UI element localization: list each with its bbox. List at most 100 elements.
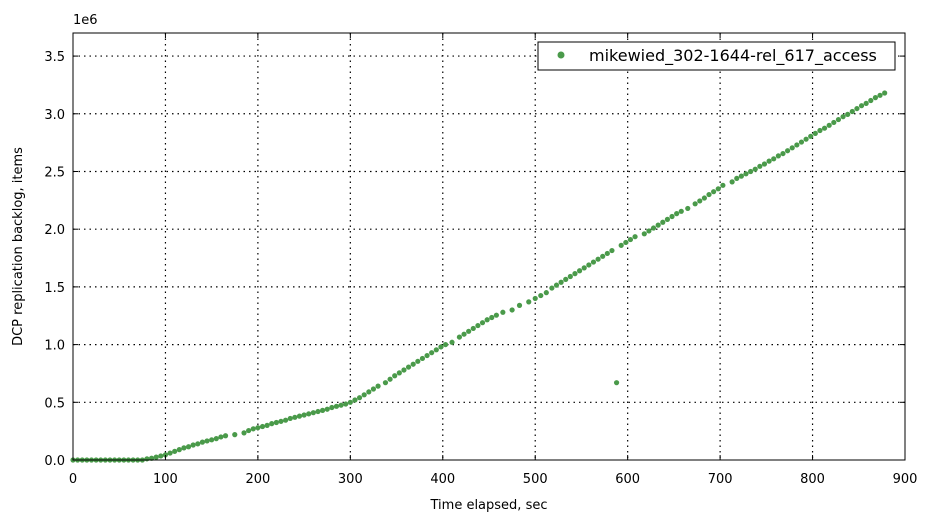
data-point bbox=[854, 105, 860, 112]
y-tick-label: 0.5 bbox=[44, 396, 65, 411]
data-point bbox=[558, 279, 564, 285]
data-point bbox=[475, 322, 481, 329]
data-point bbox=[761, 161, 768, 167]
legend-marker bbox=[557, 51, 565, 59]
data-point bbox=[821, 125, 828, 131]
data-point bbox=[600, 253, 606, 259]
data-point bbox=[715, 186, 721, 192]
data-point bbox=[190, 442, 196, 448]
data-point bbox=[315, 408, 321, 415]
data-point bbox=[650, 225, 657, 231]
data-point bbox=[324, 406, 330, 412]
legend-label: mikewied_302-1644-rel_617_access bbox=[589, 46, 877, 66]
data-point bbox=[613, 380, 620, 386]
data-point bbox=[812, 130, 818, 137]
data-point bbox=[241, 430, 247, 436]
data-point bbox=[845, 111, 851, 117]
data-point bbox=[526, 299, 532, 305]
data-point bbox=[405, 364, 412, 370]
data-point bbox=[563, 276, 569, 282]
data-point bbox=[808, 133, 814, 139]
data-point bbox=[433, 347, 439, 353]
data-point bbox=[609, 247, 615, 254]
y-tick-label: 3.5 bbox=[44, 50, 65, 65]
data-point bbox=[456, 334, 463, 340]
data-point bbox=[352, 397, 358, 403]
data-point bbox=[692, 201, 698, 207]
data-point bbox=[296, 413, 303, 419]
data-point bbox=[664, 216, 671, 222]
data-point bbox=[343, 401, 349, 407]
data-point bbox=[204, 438, 210, 444]
data-point bbox=[817, 127, 823, 134]
data-point bbox=[720, 182, 726, 188]
data-point bbox=[493, 312, 499, 318]
data-point bbox=[863, 100, 869, 106]
x-tick-label: 600 bbox=[615, 472, 640, 487]
data-point bbox=[185, 444, 192, 450]
data-point bbox=[604, 250, 610, 257]
data-point bbox=[595, 256, 601, 262]
data-point bbox=[500, 309, 506, 315]
data-point bbox=[729, 179, 735, 185]
y-tick-label: 1.5 bbox=[44, 281, 65, 296]
data-point bbox=[396, 370, 402, 376]
data-point bbox=[283, 417, 289, 423]
data-point bbox=[538, 292, 544, 299]
data-point bbox=[734, 175, 740, 182]
data-point bbox=[167, 450, 173, 456]
data-point bbox=[581, 265, 587, 271]
data-point bbox=[831, 119, 837, 126]
data-point bbox=[144, 456, 150, 462]
data-point bbox=[674, 211, 680, 217]
data-point bbox=[586, 262, 592, 268]
data-point bbox=[419, 355, 426, 362]
data-point bbox=[798, 139, 805, 145]
data-point bbox=[858, 103, 865, 109]
data-point bbox=[287, 415, 293, 422]
data-point bbox=[181, 445, 187, 451]
x-tick-label: 100 bbox=[153, 472, 178, 487]
data-point bbox=[361, 392, 367, 398]
data-point bbox=[273, 419, 279, 426]
data-point bbox=[678, 208, 684, 214]
y-tick-label: 0.0 bbox=[44, 454, 65, 469]
data-point bbox=[623, 239, 629, 246]
data-point bbox=[366, 389, 372, 395]
data-point bbox=[882, 90, 888, 96]
data-point bbox=[553, 282, 560, 288]
data-point bbox=[835, 116, 842, 123]
data-point bbox=[632, 234, 638, 240]
data-point bbox=[543, 290, 549, 296]
data-point bbox=[310, 410, 316, 416]
legend: mikewied_302-1644-rel_617_access bbox=[537, 41, 896, 71]
data-point bbox=[701, 195, 707, 201]
data-point bbox=[738, 173, 744, 179]
data-point bbox=[338, 402, 344, 408]
y-tick-label: 1.0 bbox=[44, 339, 65, 354]
data-point bbox=[410, 361, 416, 367]
data-point bbox=[415, 358, 421, 364]
data-point bbox=[222, 433, 229, 439]
data-point bbox=[877, 92, 883, 98]
data-point bbox=[320, 407, 326, 413]
data-point bbox=[424, 352, 430, 359]
data-point bbox=[382, 380, 389, 386]
x-tick-label: 800 bbox=[800, 472, 825, 487]
y-tick-label: 3.0 bbox=[44, 108, 65, 123]
data-point bbox=[627, 236, 634, 243]
data-point bbox=[532, 295, 538, 302]
data-point bbox=[401, 367, 407, 373]
data-point bbox=[576, 268, 583, 274]
x-tick-label: 300 bbox=[338, 472, 363, 487]
y-tick-label: 2.5 bbox=[44, 165, 65, 180]
data-point bbox=[646, 228, 652, 234]
x-tick-label: 900 bbox=[893, 472, 918, 487]
data-point bbox=[172, 448, 178, 454]
data-point bbox=[264, 422, 270, 428]
data-point bbox=[655, 222, 661, 228]
data-point bbox=[771, 156, 777, 162]
data-point bbox=[301, 412, 307, 418]
data-point bbox=[697, 198, 703, 204]
